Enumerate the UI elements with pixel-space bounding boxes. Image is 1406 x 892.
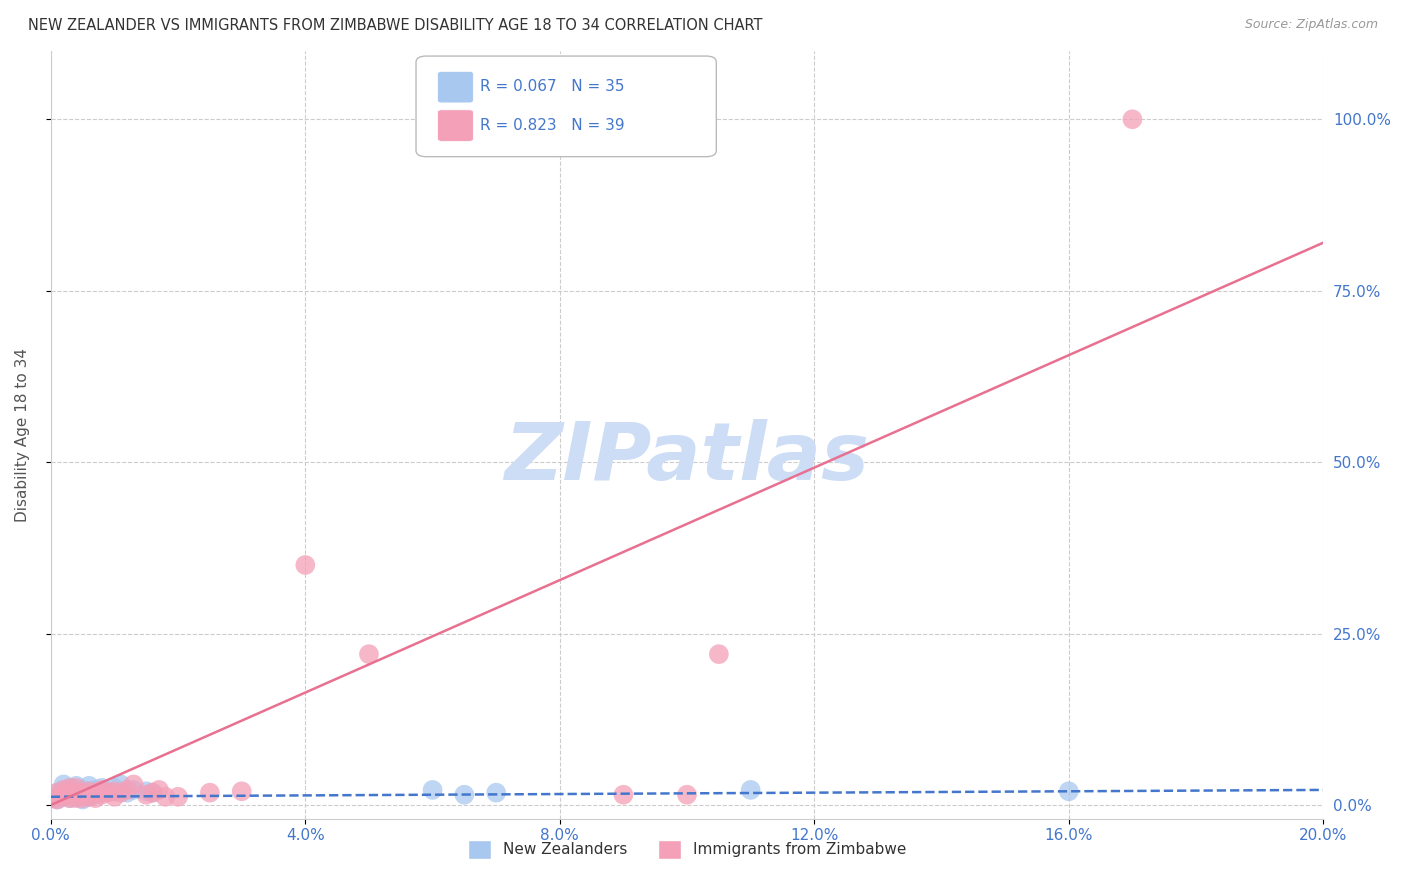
Point bbox=[155, 789, 177, 804]
Point bbox=[59, 791, 82, 805]
Point bbox=[77, 789, 100, 804]
FancyBboxPatch shape bbox=[437, 110, 474, 141]
Point bbox=[59, 780, 82, 795]
Point bbox=[65, 789, 87, 804]
Point bbox=[115, 786, 138, 800]
Point bbox=[65, 791, 87, 805]
Point bbox=[135, 788, 157, 802]
Point bbox=[77, 784, 100, 798]
Point bbox=[612, 788, 634, 802]
Point bbox=[65, 784, 87, 798]
Legend: New Zealanders, Immigrants from Zimbabwe: New Zealanders, Immigrants from Zimbabwe bbox=[461, 834, 912, 865]
Text: R = 0.067   N = 35: R = 0.067 N = 35 bbox=[479, 79, 624, 95]
Point bbox=[103, 789, 125, 804]
FancyBboxPatch shape bbox=[437, 71, 474, 103]
Text: NEW ZEALANDER VS IMMIGRANTS FROM ZIMBABWE DISABILITY AGE 18 TO 34 CORRELATION CH: NEW ZEALANDER VS IMMIGRANTS FROM ZIMBABW… bbox=[28, 18, 762, 33]
Text: Source: ZipAtlas.com: Source: ZipAtlas.com bbox=[1244, 18, 1378, 31]
Point bbox=[231, 784, 253, 798]
Point bbox=[485, 786, 508, 800]
Point bbox=[52, 789, 75, 804]
Point bbox=[46, 786, 69, 800]
Point bbox=[90, 788, 112, 802]
Point bbox=[72, 791, 94, 805]
Point bbox=[72, 788, 94, 802]
Point bbox=[72, 792, 94, 806]
Point bbox=[422, 783, 444, 797]
Point bbox=[52, 783, 75, 797]
Point bbox=[357, 647, 380, 661]
Point bbox=[90, 786, 112, 800]
Point bbox=[90, 780, 112, 795]
Text: R = 0.823   N = 39: R = 0.823 N = 39 bbox=[479, 118, 624, 133]
Point bbox=[84, 786, 107, 800]
Y-axis label: Disability Age 18 to 34: Disability Age 18 to 34 bbox=[15, 348, 30, 522]
Point bbox=[453, 788, 475, 802]
Point bbox=[59, 780, 82, 795]
Point bbox=[135, 784, 157, 798]
Point bbox=[84, 791, 107, 805]
Point bbox=[59, 791, 82, 805]
Point bbox=[42, 791, 65, 805]
Point bbox=[52, 788, 75, 802]
Point bbox=[72, 786, 94, 800]
Point bbox=[294, 558, 316, 572]
Text: ZIPatlas: ZIPatlas bbox=[505, 418, 869, 497]
Point bbox=[740, 783, 762, 797]
Point bbox=[72, 783, 94, 797]
FancyBboxPatch shape bbox=[416, 56, 716, 157]
Point bbox=[142, 786, 165, 800]
Point bbox=[59, 786, 82, 800]
Point bbox=[1121, 112, 1143, 127]
Point bbox=[1057, 784, 1080, 798]
Point bbox=[110, 777, 132, 791]
Point bbox=[103, 780, 125, 795]
Point bbox=[676, 788, 699, 802]
Point bbox=[49, 789, 72, 804]
Point bbox=[110, 786, 132, 800]
Point bbox=[42, 791, 65, 805]
Point bbox=[59, 786, 82, 800]
Point bbox=[52, 788, 75, 802]
Point bbox=[52, 783, 75, 797]
Point bbox=[707, 647, 730, 661]
Point bbox=[46, 792, 69, 806]
Point bbox=[52, 777, 75, 791]
Point bbox=[115, 783, 138, 797]
Point bbox=[122, 777, 145, 791]
Point bbox=[90, 783, 112, 797]
Point bbox=[142, 786, 165, 800]
Point bbox=[65, 780, 87, 795]
Point bbox=[46, 786, 69, 800]
Point bbox=[97, 784, 120, 798]
Point bbox=[103, 784, 125, 798]
Point bbox=[84, 783, 107, 797]
Point bbox=[77, 789, 100, 804]
Point bbox=[84, 788, 107, 802]
Point bbox=[198, 786, 221, 800]
Point bbox=[167, 789, 190, 804]
Point bbox=[77, 779, 100, 793]
Point bbox=[77, 784, 100, 798]
Point bbox=[46, 792, 69, 806]
Point bbox=[97, 786, 120, 800]
Point bbox=[148, 783, 170, 797]
Point bbox=[122, 783, 145, 797]
Point bbox=[65, 779, 87, 793]
Point bbox=[65, 786, 87, 800]
